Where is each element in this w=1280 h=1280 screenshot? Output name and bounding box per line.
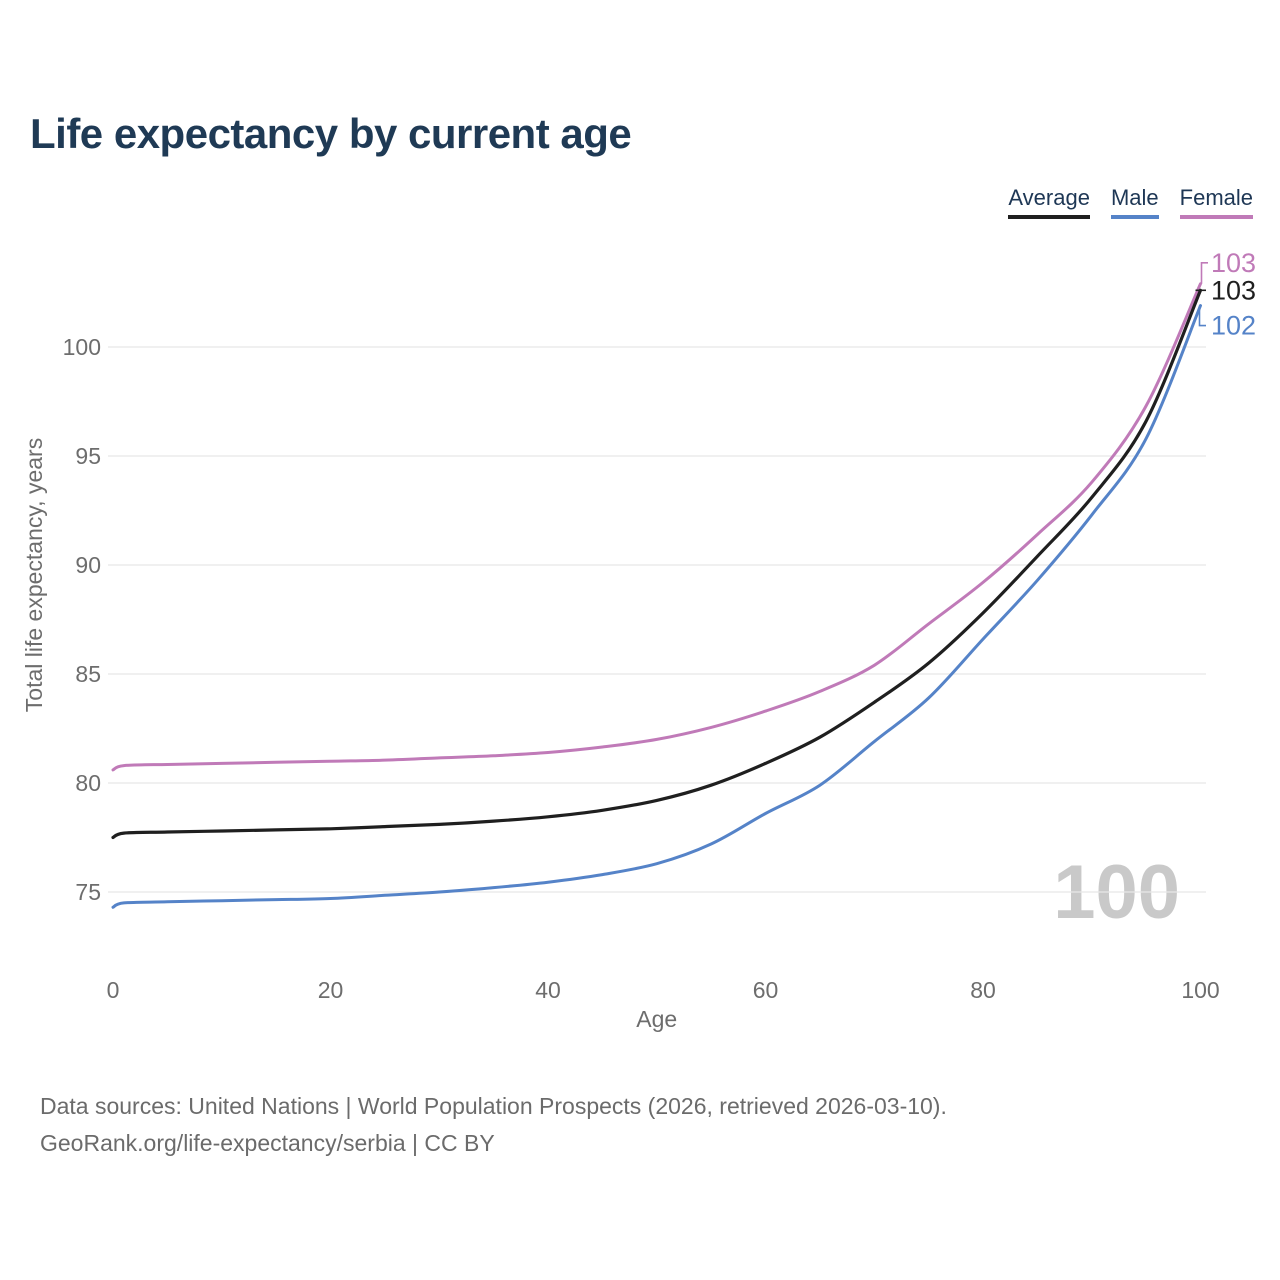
y-tick-label-95: 95 xyxy=(75,443,101,469)
end-label-average: 103 xyxy=(1211,275,1256,305)
x-tick-label-0: 0 xyxy=(107,977,120,1003)
end-label-female: 103 xyxy=(1211,248,1256,278)
end-label-male: 102 xyxy=(1211,311,1256,341)
chart-legend: Average Male Female xyxy=(1008,185,1253,220)
end-label-connector-female xyxy=(1200,261,1208,284)
y-tick-label-100: 100 xyxy=(63,334,101,360)
page-title: Life expectancy by current age xyxy=(30,110,632,157)
legend-item-male[interactable]: Male xyxy=(1110,185,1159,220)
x-tick-label-100: 100 xyxy=(1181,977,1219,1003)
source-note-line1: Data sources: United Nations | World Pop… xyxy=(40,1093,947,1119)
source-note-line2: GeoRank.org/life-expectancy/serbia | CC … xyxy=(40,1130,495,1156)
x-tick-label-80: 80 xyxy=(970,977,996,1003)
series-line-male xyxy=(111,304,1202,909)
y-tick-label-80: 80 xyxy=(75,770,101,796)
x-axis-title: Age xyxy=(636,1006,677,1032)
x-tick-label-20: 20 xyxy=(318,977,344,1003)
y-tick-label-75: 75 xyxy=(75,879,101,905)
y-axis-title: Total life expectancy, years xyxy=(21,438,47,712)
legend-item-average[interactable]: Average xyxy=(1008,185,1090,220)
series-line-average xyxy=(111,288,1203,840)
x-tick-label-40: 40 xyxy=(535,977,561,1003)
series-line-female xyxy=(111,282,1202,772)
x-tick-label-60: 60 xyxy=(753,977,779,1003)
source-note: Data sources: United Nations | World Pop… xyxy=(40,1088,947,1162)
legend-item-female[interactable]: Female xyxy=(1179,185,1253,220)
y-tick-label-85: 85 xyxy=(75,661,101,687)
y-tick-label-90: 90 xyxy=(75,552,101,578)
end-label-connector-male xyxy=(1198,305,1206,327)
